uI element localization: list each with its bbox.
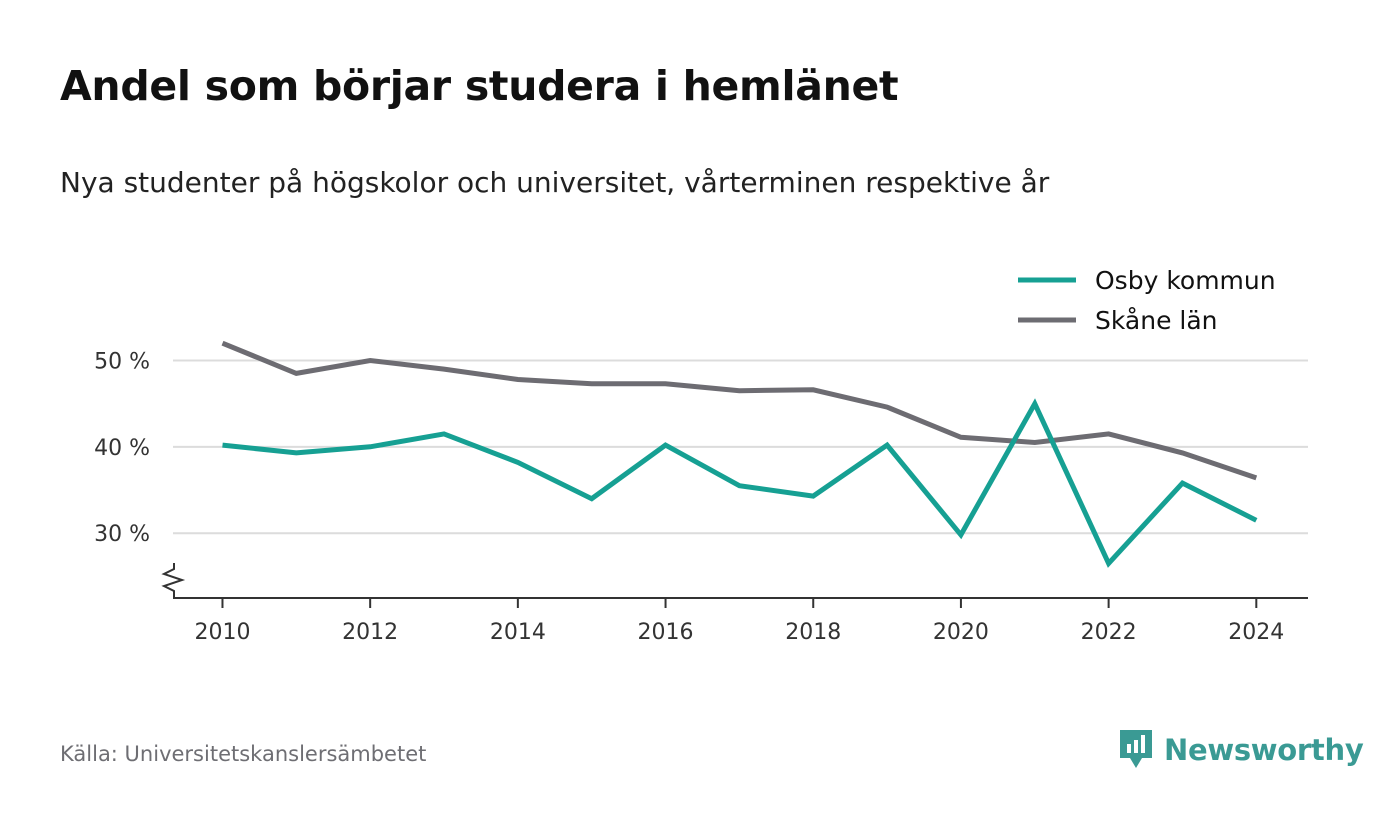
x-tick-label: 2018 — [785, 620, 841, 645]
legend-background — [1008, 262, 1290, 340]
axes: 30 % 40 % 50 % 2010 2012 2014 2016 2018 2020 2022… — [94, 349, 1308, 645]
legend-label: Osby kommun — [1095, 266, 1276, 295]
source-note: Källa: Universitetskanslersämbetet — [60, 742, 427, 766]
x-tick-label: 2016 — [638, 620, 694, 645]
brand-logo: Newsworthy — [1118, 728, 1364, 772]
chart-subtitle: Nya studenter på högskolor och universit… — [60, 166, 1050, 199]
series-lines — [221, 340, 1258, 568]
newsworthy-logo-icon — [1120, 730, 1152, 768]
y-tick-label: 50 % — [94, 349, 150, 374]
chart-title: Andel som börjar studera i hemlänet — [60, 62, 899, 110]
x-tick-label: 2024 — [1228, 620, 1284, 645]
brand-name: Newsworthy — [1164, 733, 1364, 767]
axis-break-icon — [161, 563, 186, 598]
x-tick-label: 2010 — [194, 620, 250, 645]
x-tick-label: 2022 — [1081, 620, 1137, 645]
y-tick-label: 40 % — [94, 436, 150, 461]
legend-label: Skåne län — [1095, 306, 1218, 335]
x-tick-label: 2020 — [933, 620, 989, 645]
series-line-osby-kommun — [222, 398, 1258, 568]
y-tick-label: 30 % — [94, 522, 150, 547]
x-tick-label: 2012 — [342, 620, 398, 645]
legend: Osby kommun Skåne län — [1008, 262, 1290, 340]
series-line-skane-lan — [221, 340, 1258, 481]
x-tick-label: 2014 — [490, 620, 546, 645]
